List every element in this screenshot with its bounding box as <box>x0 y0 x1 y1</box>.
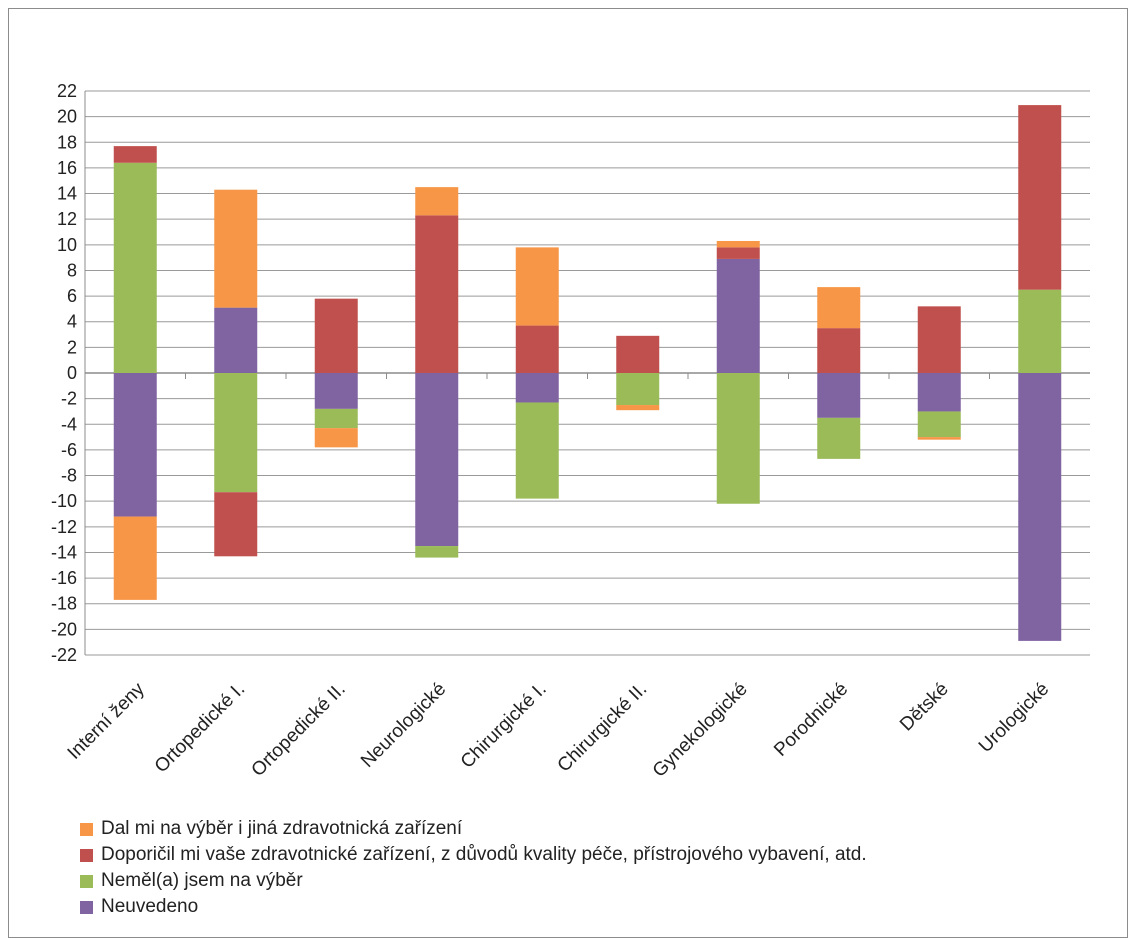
legend-swatch-3 <box>80 900 93 914</box>
bar-segment <box>113 373 157 517</box>
x-category-label: Urologické <box>975 679 1053 757</box>
y-tick-label: 20 <box>57 107 77 127</box>
bar-segment <box>415 215 459 373</box>
x-category-label: Chirurgické II. <box>554 679 652 777</box>
bar-segment <box>716 240 760 248</box>
bar-segment <box>415 546 459 558</box>
bar-segment <box>415 187 459 216</box>
bar-segment <box>113 516 157 600</box>
legend-label-0: Dal mi na výběr i jiná zdravotnická zaří… <box>101 818 463 839</box>
bar-segment <box>214 189 258 308</box>
bar-segment <box>314 428 358 448</box>
bar-segment <box>515 325 559 373</box>
x-category-label: Ortopedické II. <box>248 679 350 781</box>
y-tick-label: 4 <box>67 312 77 332</box>
y-tick-label: -22 <box>51 645 77 665</box>
bar-segment <box>214 492 258 557</box>
bar-segment <box>917 437 961 440</box>
bar-segment <box>616 335 660 373</box>
y-tick-label: 22 <box>57 81 77 101</box>
bar-segment <box>616 405 660 411</box>
bar-segment <box>415 373 459 547</box>
bar-segment <box>817 328 861 373</box>
bar-segment <box>515 402 559 499</box>
x-category-label: Neurologické <box>357 679 450 772</box>
bar-segment <box>917 306 961 373</box>
bar-segment <box>917 411 961 438</box>
bar-segment <box>817 373 861 418</box>
y-tick-label: 6 <box>67 286 77 306</box>
bar-segment <box>1018 289 1062 373</box>
y-tick-label: 12 <box>57 209 77 229</box>
legend-swatch-2 <box>80 874 93 888</box>
bar-segment <box>716 373 760 504</box>
bar-segment <box>214 307 258 373</box>
bar-segment <box>314 408 358 429</box>
bar-segment <box>515 373 559 403</box>
legend-label-3: Neuvedeno <box>101 896 199 917</box>
y-tick-label: 0 <box>67 363 77 383</box>
y-tick-label: 18 <box>57 132 77 152</box>
bar-segment <box>515 247 559 326</box>
y-tick-label: 2 <box>67 337 77 357</box>
bar-segment <box>1018 373 1062 641</box>
bar-segment <box>817 287 861 329</box>
x-category-label: Chirurgické I. <box>457 679 551 773</box>
y-tick-label: 10 <box>57 235 77 255</box>
legend-swatch-0 <box>80 822 93 836</box>
y-tick-label: -16 <box>51 568 77 588</box>
y-tick-label: 16 <box>57 158 77 178</box>
bar-segment <box>214 373 258 493</box>
bar-segment <box>917 373 961 412</box>
legend-item-2: Neměl(a) jsem na výběr <box>80 868 867 894</box>
bar-segment <box>314 373 358 409</box>
legend-label-2: Neměl(a) jsem na výběr <box>101 870 303 891</box>
y-tick-label: -12 <box>51 517 77 537</box>
legend-item-3: Neuvedeno <box>80 894 867 920</box>
bar-segment <box>1018 105 1062 290</box>
x-category-label: Gynekologické <box>649 679 752 782</box>
y-tick-label: -18 <box>51 594 77 614</box>
bar-segment <box>616 373 660 406</box>
x-category-label: Ortopedické I. <box>151 679 249 777</box>
y-tick-label: -4 <box>61 414 77 434</box>
y-tick-label: 14 <box>57 184 77 204</box>
x-category-label: Porodnické <box>770 679 852 761</box>
legend-item-0: Dal mi na výběr i jiná zdravotnická zaří… <box>80 816 867 842</box>
legend-swatch-1 <box>80 848 93 862</box>
legend-label-1: Doporičil mi vaše zdravotnické zařízení,… <box>101 844 867 865</box>
bar-segment <box>113 146 157 163</box>
y-tick-label: -10 <box>51 491 77 511</box>
y-tick-label: -20 <box>51 619 77 639</box>
y-tick-label: -6 <box>61 440 77 460</box>
bar-segment <box>314 298 358 373</box>
y-tick-label: -2 <box>61 389 77 409</box>
legend-item-1: Doporičil mi vaše zdravotnické zařízení,… <box>80 842 867 868</box>
y-tick-label: -14 <box>51 542 77 562</box>
y-tick-label: 8 <box>67 260 77 280</box>
bar-segment <box>817 417 861 459</box>
bar-segment <box>716 258 760 373</box>
x-category-label: Interní ženy <box>64 678 149 763</box>
y-tick-label: -8 <box>61 466 77 486</box>
bar-segment <box>113 162 157 373</box>
legend: Dal mi na výběr i jiná zdravotnická zaří… <box>80 816 867 920</box>
bar-segment <box>716 247 760 259</box>
x-category-label: Dětské <box>896 679 953 736</box>
